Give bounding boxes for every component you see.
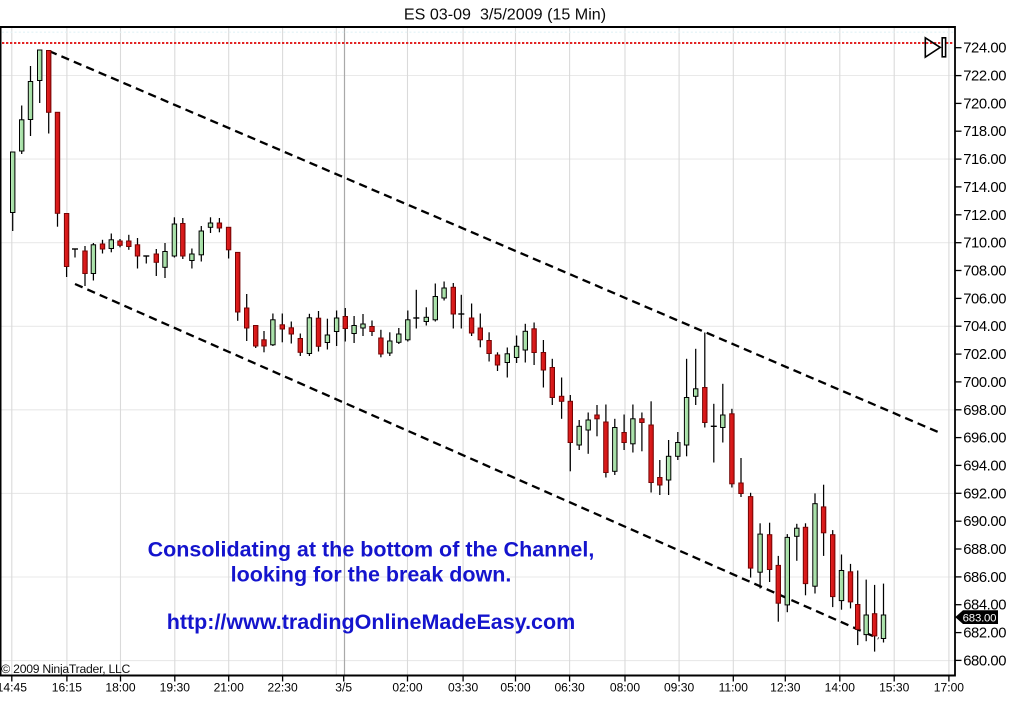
- svg-text:712.00: 712.00: [963, 208, 1006, 224]
- svg-text:700.00: 700.00: [963, 375, 1006, 391]
- svg-text:21:00: 21:00: [214, 681, 245, 695]
- svg-text:14:45: 14:45: [0, 681, 27, 695]
- svg-text:16:15: 16:15: [52, 681, 83, 695]
- svg-text:722.00: 722.00: [963, 69, 1006, 85]
- svg-text:708.00: 708.00: [963, 264, 1006, 280]
- svg-text:698.00: 698.00: [963, 403, 1006, 419]
- svg-text:3/5: 3/5: [335, 681, 352, 695]
- svg-text:680.00: 680.00: [963, 653, 1006, 669]
- svg-text:15:30: 15:30: [879, 681, 910, 695]
- svg-text:looking for the break down.: looking for the break down.: [231, 563, 512, 587]
- svg-text:720.00: 720.00: [963, 96, 1006, 112]
- svg-text:706.00: 706.00: [963, 291, 1006, 307]
- svg-text:06:30: 06:30: [554, 681, 585, 695]
- svg-text:09:30: 09:30: [664, 681, 695, 695]
- svg-text:702.00: 702.00: [963, 347, 1006, 363]
- svg-text:17:00: 17:00: [934, 681, 965, 695]
- svg-text:724.00: 724.00: [963, 41, 1006, 57]
- svg-text:694.00: 694.00: [963, 458, 1006, 474]
- svg-text:714.00: 714.00: [963, 180, 1006, 196]
- svg-text:08:00: 08:00: [610, 681, 641, 695]
- svg-text:688.00: 688.00: [963, 542, 1006, 558]
- svg-text:© 2009 NinjaTrader, LLC: © 2009 NinjaTrader, LLC: [1, 662, 130, 676]
- svg-text:682.00: 682.00: [963, 626, 1006, 642]
- svg-text:ES 03-09 3/5/2009 (15 Min): ES 03-09 3/5/2009 (15 Min): [404, 6, 606, 24]
- svg-text:03:30: 03:30: [448, 681, 479, 695]
- svg-text:690.00: 690.00: [963, 514, 1006, 530]
- svg-text:710.00: 710.00: [963, 236, 1006, 252]
- svg-text:http://www.tradingOnlineMadeEa: http://www.tradingOnlineMadeEasy.com: [167, 610, 576, 634]
- svg-text:Consolidating at the bottom of: Consolidating at the bottom of the Chann…: [148, 538, 595, 562]
- svg-text:12:30: 12:30: [770, 681, 801, 695]
- svg-text:18:00: 18:00: [105, 681, 136, 695]
- svg-text:716.00: 716.00: [963, 152, 1006, 168]
- svg-text:11:00: 11:00: [719, 681, 749, 695]
- svg-text:19:30: 19:30: [160, 681, 191, 695]
- svg-text:704.00: 704.00: [963, 319, 1006, 335]
- svg-text:05:00: 05:00: [500, 681, 531, 695]
- svg-text:14:00: 14:00: [825, 681, 856, 695]
- svg-text:692.00: 692.00: [963, 486, 1006, 502]
- svg-text:718.00: 718.00: [963, 124, 1006, 140]
- svg-text:683.00: 683.00: [963, 612, 997, 624]
- svg-text:696.00: 696.00: [963, 431, 1006, 447]
- svg-text:684.00: 684.00: [963, 598, 1006, 614]
- svg-text:22:30: 22:30: [267, 681, 298, 695]
- svg-text:02:00: 02:00: [392, 681, 423, 695]
- svg-text:686.00: 686.00: [963, 570, 1006, 586]
